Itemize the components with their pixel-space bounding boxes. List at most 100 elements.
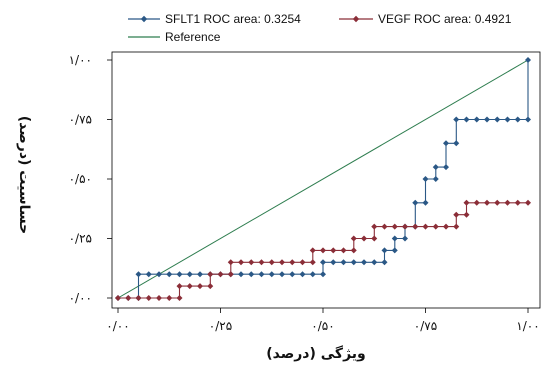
data-point [320, 259, 326, 266]
legend-label: VEGF ROC area: 0.4921 [378, 12, 512, 26]
y-tick-label: ۰/۲۵ [69, 232, 92, 246]
data-point [135, 295, 142, 301]
series-line [118, 60, 529, 299]
data-point [135, 271, 142, 278]
data-point [391, 223, 398, 230]
data-point [381, 223, 388, 230]
data-point [217, 271, 224, 278]
data-point [145, 295, 152, 301]
data-point [484, 199, 490, 206]
data-point [238, 259, 244, 266]
series-layer [115, 57, 531, 301]
legend-entry: Reference [128, 30, 221, 44]
data-point [340, 259, 347, 266]
data-point [443, 140, 449, 147]
series-line [117, 59, 529, 299]
data-point [525, 199, 531, 206]
legend: SFLT1 ROC area: 0.3254 VEGF ROC area: 0.4… [128, 12, 512, 44]
series-vegf [115, 199, 531, 301]
data-point [432, 164, 439, 171]
data-point [227, 271, 234, 278]
data-point [176, 271, 183, 278]
data-point [361, 259, 367, 266]
legend-label: Reference [165, 30, 221, 44]
data-point [299, 259, 306, 266]
data-point [156, 295, 162, 301]
data-point [125, 295, 132, 301]
data-point [463, 116, 470, 123]
data-point [186, 283, 193, 290]
y-tick-label: ۰/۵۰ [69, 172, 92, 186]
data-point [402, 223, 408, 230]
data-point [504, 116, 511, 123]
x-axis: ۰/۰۰ ۰/۲۵ ۰/۵۰ ۰/۷۵ ۱/۰۰ [106, 308, 540, 333]
data-point [443, 164, 449, 171]
data-point [422, 199, 429, 206]
data-point [350, 259, 357, 266]
data-point [422, 176, 429, 182]
data-point [145, 271, 152, 278]
series-reference [117, 59, 529, 299]
data-point [350, 235, 357, 242]
data-point [309, 271, 316, 278]
data-point [248, 271, 255, 278]
data-point [268, 259, 275, 266]
x-tick-label: ۰/۷۵ [414, 319, 437, 333]
data-point [207, 271, 214, 278]
data-point [330, 259, 337, 266]
data-point [463, 199, 470, 206]
data-point [525, 57, 531, 63]
legend-label: SFLT1 ROC area: 0.3254 [165, 12, 301, 26]
data-point [268, 271, 275, 278]
data-point [227, 259, 234, 266]
data-point [166, 295, 173, 301]
data-point [186, 271, 193, 278]
data-point [381, 247, 388, 254]
data-point [463, 211, 470, 218]
data-point [473, 116, 480, 123]
data-point [279, 259, 285, 266]
y-axis: ۰/۰۰ ۰/۲۵ ۰/۵۰ ۰/۷۵ ۱/۰۰ [69, 53, 112, 305]
legend-entry: SFLT1 ROC area: 0.3254 [128, 12, 301, 26]
data-point [514, 199, 521, 206]
data-point [340, 247, 347, 254]
y-tick-label: ۰/۷۵ [69, 113, 92, 127]
data-point [176, 283, 183, 290]
data-point [279, 271, 285, 278]
data-point [402, 235, 408, 242]
data-point [391, 247, 398, 254]
legend-marker [352, 15, 360, 23]
data-point [432, 223, 439, 230]
data-point [350, 247, 357, 254]
data-point [453, 211, 460, 218]
plot-frame [111, 51, 541, 309]
data-point [391, 235, 398, 242]
data-point [309, 259, 316, 266]
x-axis-title: ویژگی (درصد) [266, 345, 366, 362]
data-point [443, 223, 449, 230]
data-point [207, 283, 214, 290]
data-point [115, 295, 121, 301]
x-tick-label: ۱/۰۰ [516, 319, 539, 333]
data-point [371, 259, 378, 266]
data-point [504, 199, 511, 206]
x-tick-label: ۰/۲۵ [209, 319, 232, 333]
data-point [361, 235, 367, 242]
data-point [330, 247, 337, 254]
data-point [289, 271, 296, 278]
y-tick-label: ۰/۰۰ [69, 291, 92, 305]
data-point [412, 199, 419, 206]
legend-entry: VEGF ROC area: 0.4921 [339, 12, 512, 26]
data-point [381, 259, 388, 266]
data-point [299, 271, 306, 278]
data-point [484, 116, 490, 123]
data-point [320, 247, 326, 254]
data-point [166, 271, 173, 278]
data-point [473, 199, 480, 206]
data-point [494, 199, 501, 206]
data-point [309, 247, 316, 254]
data-point [156, 271, 162, 278]
y-axis-title: حساسیت (درصد) [16, 116, 32, 234]
data-point [453, 223, 460, 230]
data-point [320, 271, 326, 278]
